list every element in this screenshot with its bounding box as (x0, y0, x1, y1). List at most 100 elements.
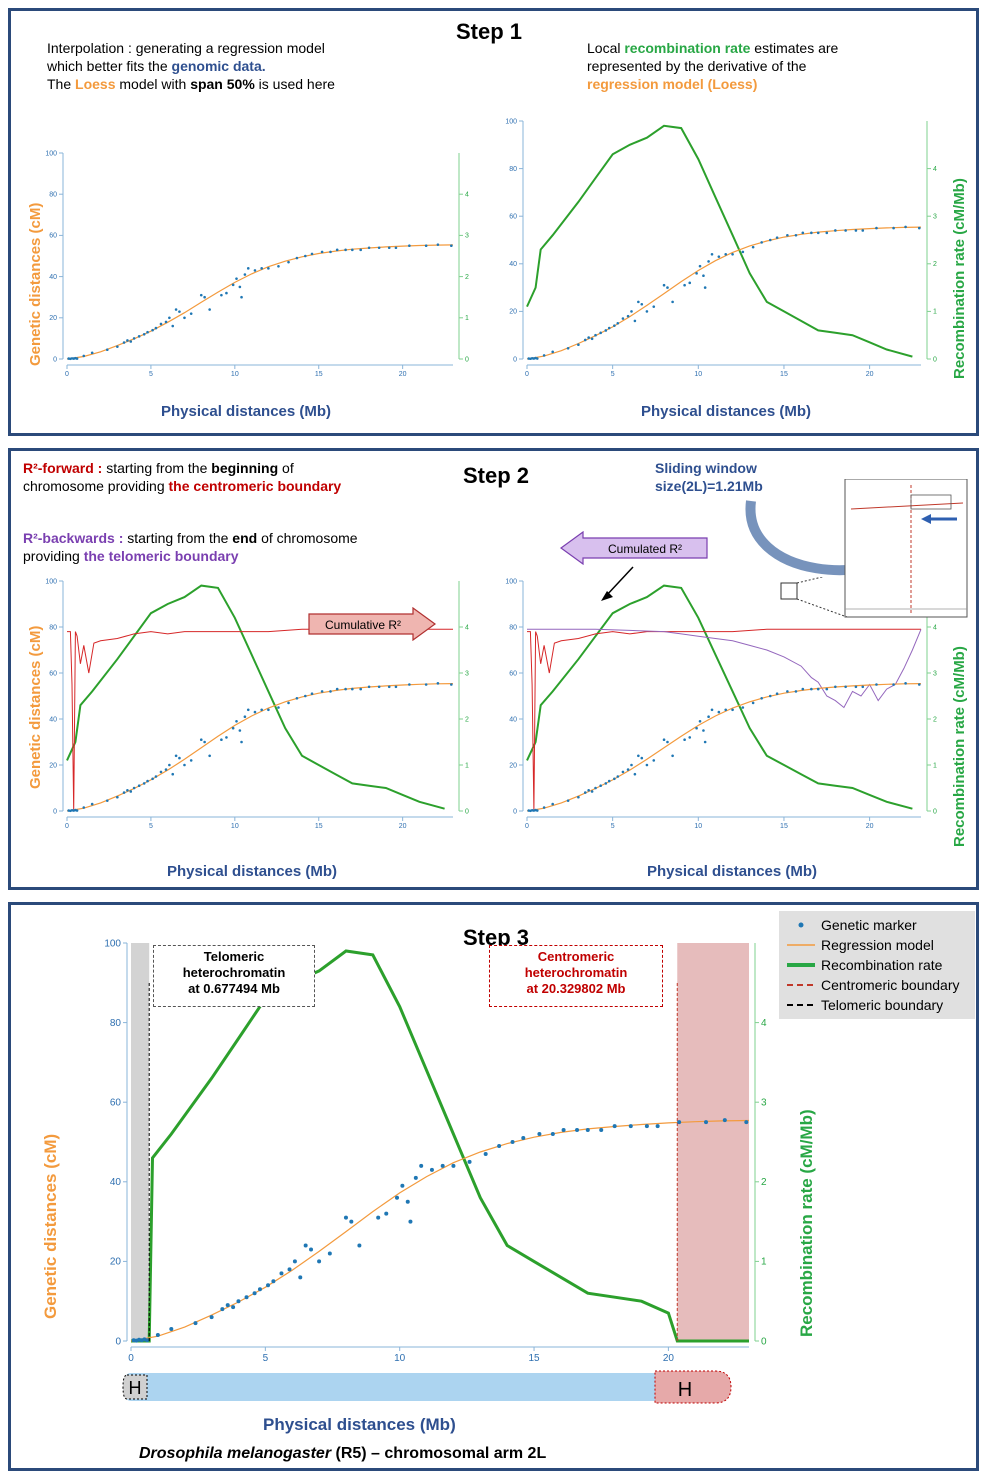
genetic-marker (231, 726, 235, 730)
genetic-marker (304, 694, 307, 698)
y-left-tick-label: 0 (53, 808, 57, 815)
genetic-marker (707, 715, 710, 718)
y-right-tick-label: 0 (465, 356, 469, 363)
genetic-marker (510, 1140, 515, 1144)
note-highlight: beginning (211, 460, 279, 476)
genetic-marker (344, 687, 347, 691)
y-left-tick-label: 40 (110, 1177, 122, 1188)
step2-right-ylabel: Recombination rate (cM/Mb) (951, 646, 968, 847)
genetic-marker (400, 1183, 405, 1188)
genetic-marker (238, 285, 242, 289)
step2-right-xlabel: Physical distances (Mb) (647, 863, 818, 880)
genetic-marker (616, 775, 620, 778)
note-line: R²-forward : starting from the beginning… (23, 459, 443, 477)
genetic-marker (317, 1259, 322, 1264)
legend-item-telomeric: Telomeric boundary (787, 995, 967, 1015)
genetic-marker (854, 229, 858, 232)
genetic-marker (561, 1128, 566, 1133)
genetic-marker (171, 772, 175, 776)
note-highlight: the centromeric boundary (168, 478, 342, 494)
genetic-marker (861, 229, 865, 232)
genetic-marker (320, 250, 324, 254)
genetic-marker (810, 231, 813, 235)
y-left-tick-label: 20 (110, 1257, 122, 1268)
genetic-marker (408, 244, 411, 247)
note-text: starting from the (123, 530, 233, 546)
y-right-tick-label: 4 (933, 624, 937, 631)
legend-label: Regression model (821, 937, 934, 953)
x-tick-label: 0 (65, 371, 69, 378)
genetic-marker (590, 790, 594, 793)
genetic-marker (189, 312, 193, 315)
telomeric-swatch (787, 1002, 815, 1008)
genetic-marker (129, 340, 133, 343)
genetic-marker (419, 1163, 424, 1168)
genetic-marker (577, 343, 580, 347)
genetic-marker (637, 300, 640, 304)
genetic-marker (231, 1305, 236, 1310)
genetic-marker (810, 687, 813, 691)
note-line: Interpolation : generating a regression … (47, 40, 325, 56)
genetic-marker (751, 701, 755, 705)
note-text: Local (587, 40, 625, 56)
x-tick-label: 10 (231, 823, 239, 830)
y-right-tick-label: 3 (465, 670, 469, 677)
y-left-tick-label: 60 (49, 233, 57, 240)
genetic-marker (116, 345, 119, 348)
r2-forward-line (527, 628, 921, 812)
centromeric-callout: Centromeric heterochromatin at 20.329802… (489, 945, 663, 1007)
genetic-marker (834, 229, 837, 232)
genetic-marker (768, 694, 772, 698)
y-left-tick-label: 20 (509, 762, 517, 769)
step2-panel: Step 2 R²-forward : starting from the be… (8, 448, 979, 890)
genetic-marker (917, 226, 921, 230)
note-text: estimates are (750, 40, 839, 56)
genetic-marker (351, 687, 354, 691)
genetic-marker (707, 260, 710, 263)
note-highlight: end (232, 530, 258, 546)
genetic-marker (408, 683, 411, 686)
x-tick-label: 5 (263, 1353, 269, 1364)
x-tick-label: 15 (780, 823, 788, 830)
genetic-marker (666, 286, 669, 289)
y-left-tick-label: 40 (509, 716, 517, 723)
y-right-tick-label: 3 (933, 214, 937, 221)
note-text: of (278, 460, 294, 476)
y-left-tick-label: 80 (49, 624, 57, 631)
genetic-marker (731, 252, 734, 256)
genetic-marker (154, 775, 158, 778)
genetic-marker (655, 1124, 660, 1129)
genetic-marker (142, 782, 146, 785)
genetic-marker (695, 726, 698, 730)
genetic-marker (834, 685, 837, 689)
genetic-marker (566, 346, 570, 350)
genetic-marker (82, 806, 86, 809)
legend-label: Genetic marker (821, 917, 917, 933)
y-right-tick-label: 2 (933, 716, 937, 723)
y-left-tick-label: 0 (53, 356, 57, 363)
genetic-marker (220, 1307, 225, 1312)
step3-ylabel-left: Genetic distances (cM) (41, 1133, 60, 1319)
genetic-marker (137, 784, 141, 787)
genetic-marker (154, 326, 158, 330)
x-tick-label: 0 (65, 823, 69, 830)
zoom-blue-arrow-head (921, 514, 931, 524)
genetic-marker (271, 1279, 276, 1284)
centromeric-segment (654, 1370, 732, 1404)
x-tick-label: 15 (528, 1353, 540, 1364)
pointer-arrow (601, 566, 634, 601)
y-left-tick-label: 60 (110, 1098, 122, 1109)
genetic-marker (825, 687, 829, 691)
genetic-marker (744, 1120, 749, 1125)
genetic-marker (413, 1175, 418, 1180)
recombination-line (66, 584, 445, 810)
genetic-marker (535, 809, 539, 812)
y-left-tick-label: 0 (513, 356, 517, 363)
y-left-tick-label: 0 (115, 1336, 121, 1347)
zoom-red-line (850, 502, 964, 510)
genetic-marker (238, 729, 242, 732)
recombination-swatch (787, 962, 815, 968)
x-tick-label: 5 (611, 371, 615, 378)
genetic-marker (429, 1167, 434, 1172)
step2-left-ylabel: Genetic distances (cM) (27, 625, 44, 789)
